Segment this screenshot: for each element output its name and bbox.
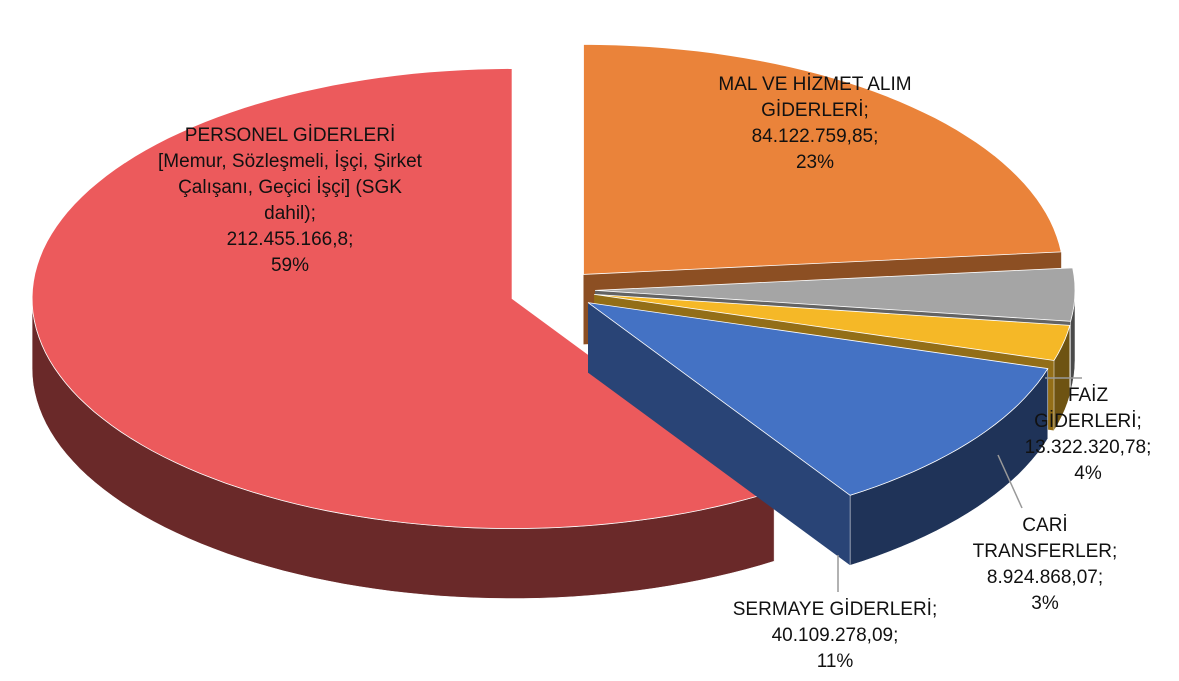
data-label: FAİZ GİDERLERİ; 13.322.320,78; 4% [1018, 383, 1158, 487]
slice [31, 68, 775, 529]
label-name: SERMAYE GİDERLERİ; [732, 599, 938, 620]
label-value: 212.455.166,8; [226, 229, 354, 250]
data-label: PERSONEL GİDERLERİ [Memur, Sözleşmeli, İ… [155, 123, 425, 279]
label-value: 3% [1031, 593, 1059, 614]
slice [587, 302, 1049, 496]
label-value: 11% [816, 651, 854, 672]
slice [594, 267, 1076, 322]
slice-cut-face [588, 302, 851, 566]
label-value: 4% [1074, 463, 1102, 484]
slice [594, 294, 1071, 361]
data-label: SERMAYE GİDERLERİ; 40.109.278,09; 11% [695, 597, 975, 675]
label-name: PERSONEL GİDERLERİ [Memur, Sözleşmeli, İ… [158, 125, 422, 224]
data-label: CARİ TRANSFERLER; 8.924.868,07; 3% [970, 513, 1120, 617]
leader-line [997, 454, 1023, 509]
label-name: MAL VE HİZMET ALIM GİDERLERİ; [718, 74, 912, 121]
label-value: 40.109.278,09; [771, 625, 899, 646]
slices [31, 43, 1076, 599]
label-value: 23% [795, 152, 835, 173]
label-value: 59% [270, 255, 310, 276]
label-value: 13.322.320,78; [1024, 437, 1152, 458]
label-value: 84.122.759,85; [751, 126, 879, 147]
label-name: FAİZ GİDERLERİ; [1034, 385, 1142, 432]
data-label: MAL VE HİZMET ALIM GİDERLERİ; 84.122.759,… [695, 72, 935, 176]
label-value: 8.924.868,07; [986, 567, 1104, 588]
label-name: CARİ TRANSFERLER; [972, 515, 1118, 562]
slice [583, 43, 1062, 275]
